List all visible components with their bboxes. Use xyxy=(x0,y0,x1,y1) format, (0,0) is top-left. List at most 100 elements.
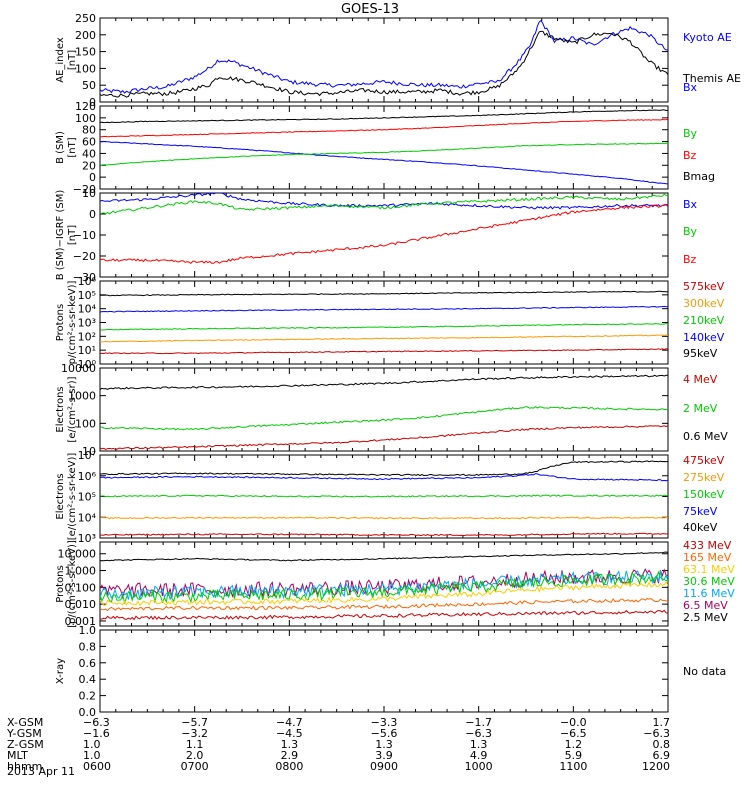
legend-entry: 300keV xyxy=(683,297,725,310)
legend-entry: Bx xyxy=(683,81,698,94)
legend-entry: 30.6 MeV xyxy=(683,575,735,588)
y-tick-label: 80 xyxy=(82,124,96,137)
y-tick-label: 10⁷ xyxy=(78,449,96,462)
series-line-433-mev xyxy=(100,609,668,621)
panel-8: 0.0 0.2 0.4 0.6 0.8 1.0 X-ray No data xyxy=(55,624,726,719)
ephemeris-value: 1.2 xyxy=(565,738,583,751)
panel-frame xyxy=(99,629,669,713)
ephemeris-row-label: X-GSM xyxy=(7,716,43,729)
ephemeris-value: −1.6 xyxy=(83,727,110,740)
ephemeris-value: 1.3 xyxy=(470,738,488,751)
y-tick-label: 0.2 xyxy=(79,690,97,703)
y-tick-label: 10² xyxy=(78,330,96,343)
y-tick-label: 100 xyxy=(75,62,96,75)
series-line-40kev xyxy=(100,460,668,477)
ephemeris-value: 0600 xyxy=(83,760,111,773)
series-line-11-6-mev xyxy=(100,570,668,601)
ephemeris-value: −6.5 xyxy=(560,727,587,740)
series-line-575kev xyxy=(100,348,668,355)
legend-entry: 140keV xyxy=(683,331,725,344)
legend-entry: By xyxy=(683,225,698,238)
series-line-bz xyxy=(100,118,668,138)
y-tick-label: 10.000 xyxy=(58,548,97,561)
y-axis-label: Electrons xyxy=(55,473,66,519)
y-tick-label: −20 xyxy=(73,250,96,263)
date-label: 2013 Apr 11 xyxy=(7,765,75,778)
legend-entry: Bz xyxy=(683,253,697,266)
y-tick-label: 10¹ xyxy=(78,344,96,357)
y-axis-unit: p/(cm²-s-sr-keV)] xyxy=(67,281,78,365)
ephemeris-value: 1.0 xyxy=(83,738,101,751)
y-tick-label: 10 xyxy=(82,187,96,200)
legend-entry: 95keV xyxy=(683,347,718,360)
ephemeris-row-label: Y-GSM xyxy=(6,727,42,740)
y-tick-label: 10³ xyxy=(78,317,96,330)
ephemeris-value: −4.7 xyxy=(276,716,303,729)
series-line-bmag xyxy=(100,109,668,124)
y-axis-unit: [nT] xyxy=(67,225,78,245)
y-tick-label: 40 xyxy=(82,147,96,160)
legend-entry: By xyxy=(683,127,698,140)
ephemeris-row-label: MLT xyxy=(7,749,28,762)
y-tick-label: 120 xyxy=(75,100,96,113)
y-tick-label: 10⁵ xyxy=(78,491,96,504)
y-tick-label: −20 xyxy=(73,183,96,196)
y-tick-label: 0 xyxy=(89,208,96,221)
series-line-2-5-mev xyxy=(100,551,668,562)
ephemeris-value: 1200 xyxy=(642,760,670,773)
ephemeris-value: 1.7 xyxy=(653,716,671,729)
legend-entry: 210keV xyxy=(683,314,725,327)
y-tick-label: 1.0 xyxy=(79,624,97,637)
ephemeris-value: 1000 xyxy=(465,760,493,773)
series-line-75kev xyxy=(100,473,668,482)
ephemeris-value: −4.5 xyxy=(276,727,303,740)
ephemeris-value: 1100 xyxy=(559,760,587,773)
ephemeris-value: −5.6 xyxy=(371,727,398,740)
panel-frame xyxy=(99,367,669,452)
ephemeris-value: −5.7 xyxy=(181,716,208,729)
y-tick-label: 100 xyxy=(75,417,96,430)
y-tick-label: 10⁶ xyxy=(78,470,97,483)
legend-entry: 75keV xyxy=(683,505,718,518)
ephemeris-value: 1.1 xyxy=(186,738,204,751)
series-line-themis-ae xyxy=(100,30,668,98)
series-line-by xyxy=(100,142,668,166)
panel-7: 0.001 0.010 0.100 1.000 10.000 Protons [p/(cm²… xyxy=(55,539,735,628)
legend-entry: 150keV xyxy=(683,488,725,501)
y-axis-unit: [nT] xyxy=(67,50,78,70)
ephemeris-value: −6.3 xyxy=(465,727,492,740)
legend-entry: 11.6 MeV xyxy=(683,587,735,600)
y-axis-label: B (SM) xyxy=(55,131,66,164)
legend-entry: Kyoto AE xyxy=(683,31,732,44)
ephemeris-value: 0.8 xyxy=(653,738,671,751)
y-tick-label: 10⁶ xyxy=(78,275,97,288)
y-tick-label: 50 xyxy=(82,79,96,92)
y-axis-label: X-ray xyxy=(55,658,66,684)
ephemeris-value: 1.0 xyxy=(83,749,101,762)
series-line-by xyxy=(100,193,668,215)
y-axis-unit: [nT] xyxy=(67,137,78,157)
y-axis-unit: [e/(cm²-s-sr-keV)] xyxy=(67,453,78,541)
ephemeris-value: −6.3 xyxy=(83,716,110,729)
y-tick-label: 10⁴ xyxy=(78,303,97,316)
y-axis-label: Protons xyxy=(55,304,66,341)
series-line-300kev xyxy=(100,334,668,343)
legend-entry: 2 MeV xyxy=(683,402,718,415)
legend-entry: 6.5 MeV xyxy=(683,599,728,612)
figure-title: GOES-13 xyxy=(341,2,399,17)
legend-entry: 4 MeV xyxy=(683,373,718,386)
y-axis-label: B (SM)−IGRF (SM) xyxy=(55,190,66,281)
ephemeris-value: −3.3 xyxy=(371,716,398,729)
y-tick-label: 200 xyxy=(75,29,96,42)
ephemeris-value: 0800 xyxy=(275,760,303,773)
y-tick-label: 0.0 xyxy=(79,706,97,719)
y-axis-label: Electrons xyxy=(55,386,66,432)
panel-1: 0 50 100 150 200 250 AE_index [nT] Kyoto AE Themi… xyxy=(55,12,741,109)
legend-entry: 0.6 MeV xyxy=(683,430,728,443)
legend-entry: 433 MeV xyxy=(683,539,732,552)
ephemeris-row-label: hhmm xyxy=(7,760,42,773)
panel-5: 10 100 1000 10000 Electrons [e/(cm²-s-sr)] 4 M… xyxy=(55,362,728,458)
series-line-kyoto-ae xyxy=(100,19,668,94)
